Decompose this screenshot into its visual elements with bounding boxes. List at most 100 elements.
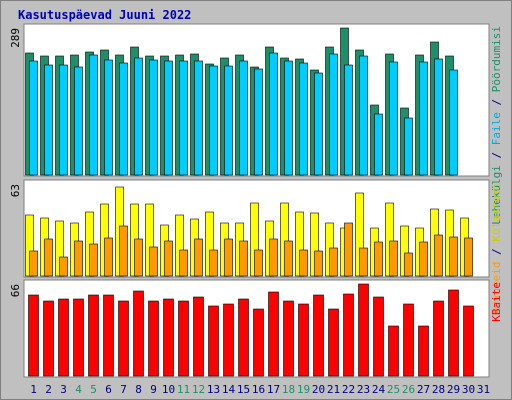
bar-middle-arvuteid-day-22 — [344, 222, 353, 277]
bar-top-faile-day-19 — [299, 62, 308, 176]
x-tick-label-day-18: 18 — [282, 383, 295, 396]
panel-top: 289 — [9, 23, 490, 177]
bar-bottom-kbaite-day-29 — [448, 289, 459, 377]
bar-middle-arvuteid-day-10 — [164, 240, 173, 277]
bar-bottom-kbaite-day-26 — [403, 303, 414, 377]
bar-top-faile-day-8 — [134, 57, 143, 176]
x-tick-label-day-6: 6 — [105, 383, 112, 396]
x-tick-label-day-25: 25 — [387, 383, 400, 396]
x-tick-label-day-5: 5 — [90, 383, 97, 396]
bar-middle-arvuteid-day-15 — [239, 240, 248, 277]
legend-bottom-part-0: KBaite — [490, 282, 503, 322]
x-tick-label-day-13: 13 — [207, 383, 220, 396]
bar-top-faile-day-13 — [209, 65, 218, 176]
bar-middle-arvuteid-day-5 — [89, 243, 98, 277]
legend-top-part-1: / — [490, 92, 503, 112]
legend-middle-part-0: Külastusi — [490, 182, 503, 242]
bar-top-faile-day-16 — [254, 68, 263, 176]
bar-top-faile-day-17 — [269, 52, 278, 176]
x-tick-label-day-23: 23 — [357, 383, 370, 396]
bar-top-faile-day-3 — [59, 64, 68, 176]
bar-bottom-kbaite-day-21 — [328, 308, 339, 377]
bar-bottom-kbaite-day-5 — [88, 294, 99, 377]
bar-bottom-kbaite-day-17 — [268, 291, 279, 377]
bar-top-faile-day-23 — [359, 55, 368, 176]
x-tick-label-day-31: 31 — [477, 383, 490, 396]
legend-top-part-4: Lehekülgi — [490, 165, 503, 225]
bar-top-faile-day-12 — [194, 60, 203, 176]
x-tick-label-day-16: 16 — [252, 383, 265, 396]
bar-top-faile-day-7 — [119, 62, 128, 176]
x-tick-label-day-20: 20 — [312, 383, 325, 396]
bar-top-faile-day-25 — [389, 61, 398, 176]
x-tick-label-day-8: 8 — [135, 383, 142, 396]
bar-top-faile-day-5 — [89, 54, 98, 176]
x-tick-label-day-26: 26 — [402, 383, 415, 396]
x-tick-label-day-11: 11 — [177, 383, 190, 396]
bar-top-faile-day-6 — [104, 59, 113, 176]
x-tick-label-day-7: 7 — [120, 383, 127, 396]
bar-bottom-kbaite-day-30 — [463, 305, 474, 377]
bar-top-faile-day-22 — [344, 64, 353, 176]
bar-bottom-kbaite-day-10 — [163, 298, 174, 377]
bar-middle-arvuteid-day-29 — [449, 236, 458, 277]
bar-top-faile-day-15 — [239, 60, 248, 176]
bar-middle-arvuteid-day-25 — [389, 240, 398, 277]
x-tick-label-day-14: 14 — [222, 383, 236, 396]
bar-bottom-kbaite-day-9 — [148, 300, 159, 377]
x-tick-label-day-17: 17 — [267, 383, 280, 396]
bar-bottom-kbaite-day-8 — [133, 290, 144, 377]
panel-top-ymax-label: 289 — [9, 28, 22, 48]
legend-top-part-3: / — [490, 145, 503, 165]
bar-top-faile-day-20 — [314, 72, 323, 176]
x-tick-label-day-15: 15 — [237, 383, 250, 396]
panel-top-legend: Lehekülgi / Faile / Pöördumisi — [490, 26, 503, 225]
bar-middle-arvuteid-day-16 — [254, 249, 263, 277]
bar-middle-arvuteid-day-28 — [434, 234, 443, 277]
bar-middle-arvuteid-day-9 — [149, 246, 158, 277]
x-tick-label-day-4: 4 — [75, 383, 82, 396]
bar-top-faile-day-11 — [179, 60, 188, 176]
x-tick-label-day-29: 29 — [447, 383, 460, 396]
panel-middle: 63 — [9, 179, 490, 278]
bar-middle-arvuteid-day-19 — [299, 249, 308, 277]
bar-top-faile-day-9 — [149, 59, 158, 176]
bar-bottom-kbaite-day-6 — [103, 294, 114, 377]
bar-bottom-kbaite-day-23 — [358, 283, 369, 377]
bar-bottom-kbaite-day-14 — [223, 303, 234, 377]
x-tick-label-day-12: 12 — [192, 383, 205, 396]
x-tick-label-day-28: 28 — [432, 383, 445, 396]
bar-bottom-kbaite-day-2 — [43, 300, 54, 377]
bar-top-faile-day-27 — [419, 61, 428, 176]
bar-middle-arvuteid-day-27 — [419, 241, 428, 277]
x-tick-label-day-10: 10 — [162, 383, 175, 396]
x-tick-label-day-2: 2 — [45, 383, 52, 396]
bar-bottom-kbaite-day-19 — [298, 303, 309, 377]
panel-middle-legend: Arvuteid / Külastusi — [490, 182, 503, 314]
bar-bottom-kbaite-day-3 — [58, 298, 69, 377]
bar-bottom-kbaite-day-16 — [253, 308, 264, 377]
bar-middle-arvuteid-day-4 — [74, 240, 83, 277]
x-tick-label-day-22: 22 — [342, 383, 355, 396]
legend-middle-part-2: Arvuteid — [490, 261, 503, 314]
x-tick-label-day-1: 1 — [30, 383, 37, 396]
bar-bottom-kbaite-day-4 — [73, 298, 84, 377]
bar-bottom-kbaite-day-18 — [283, 300, 294, 377]
bar-middle-arvuteid-day-14 — [224, 238, 233, 277]
bar-top-faile-day-10 — [164, 60, 173, 176]
bar-top-faile-day-4 — [74, 66, 83, 176]
bar-middle-arvuteid-day-3 — [59, 256, 68, 277]
x-tick-label-day-27: 27 — [417, 383, 430, 396]
bar-bottom-kbaite-day-7 — [118, 300, 129, 377]
bar-bottom-kbaite-day-13 — [208, 305, 219, 377]
bar-middle-arvuteid-day-7 — [119, 225, 128, 277]
bar-top-faile-day-14 — [224, 65, 233, 176]
bar-middle-arvuteid-day-20 — [314, 250, 323, 277]
bar-middle-arvuteid-day-23 — [359, 247, 368, 277]
bar-middle-arvuteid-day-11 — [179, 249, 188, 277]
bar-middle-arvuteid-day-21 — [329, 247, 338, 277]
bar-bottom-kbaite-day-25 — [388, 325, 399, 377]
bar-bottom-kbaite-day-15 — [238, 298, 249, 377]
